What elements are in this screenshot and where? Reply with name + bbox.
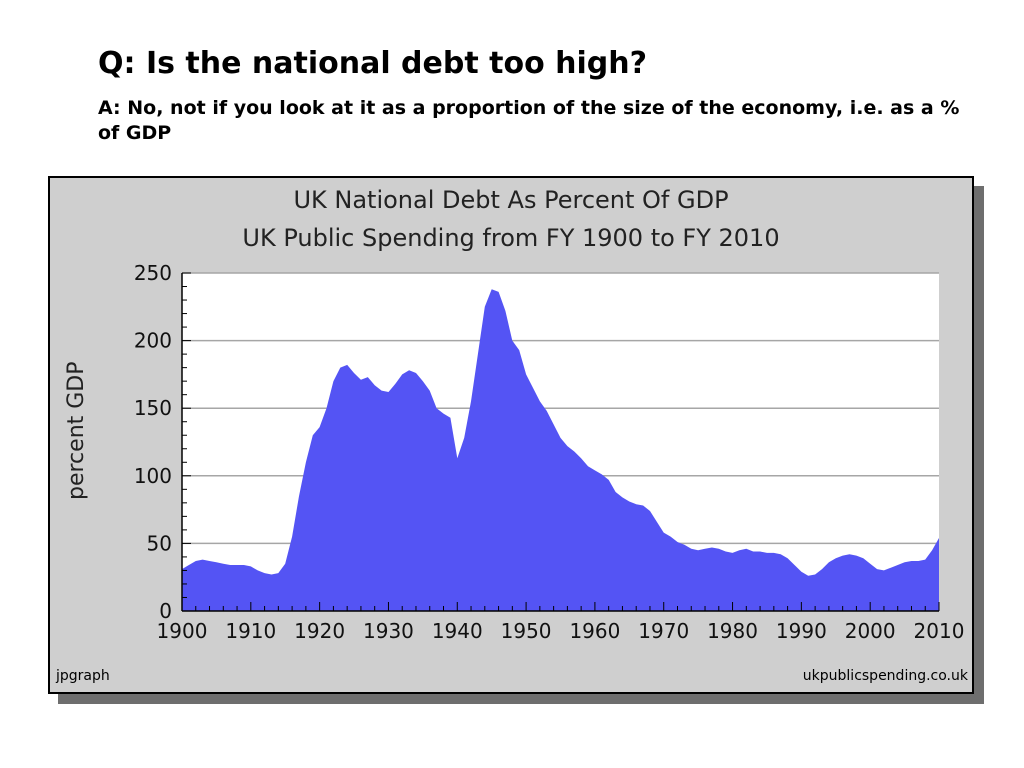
chart-frame: UK National Debt As Percent Of GDP UK Pu… [48, 176, 974, 694]
y-tick-label: 150 [134, 396, 172, 420]
x-tick-label: 1900 [157, 619, 208, 643]
chart-svg: 0 50 100 150 200 250 1900 1910 1920 1930 1940 1950 1… [134, 261, 965, 643]
area-series [182, 289, 939, 611]
x-tick-label: 2010 [914, 619, 965, 643]
x-tick-label: 1950 [501, 619, 552, 643]
y-tick-label: 100 [134, 464, 172, 488]
slide-question: Q: Is the national debt too high? [98, 46, 648, 81]
x-tick-label: 1910 [225, 619, 276, 643]
x-tick-label: 1960 [569, 619, 620, 643]
x-tick-label: 1970 [638, 619, 689, 643]
chart-title: UK National Debt As Percent Of GDP [293, 186, 729, 214]
x-tick-label: 1920 [294, 619, 345, 643]
x-tick-label: 1990 [776, 619, 827, 643]
y-tick-label: 200 [134, 329, 172, 353]
x-tick-label: 1980 [707, 619, 758, 643]
y-tick-label: 250 [134, 261, 172, 285]
y-tick-label: 0 [159, 599, 172, 623]
footer-credit-right: ukpublicspending.co.uk [802, 668, 968, 684]
slide-answer: A: No, not if you look at it as a propor… [98, 97, 960, 144]
y-tick-label: 50 [147, 531, 172, 555]
footer-credit-left: jpgraph [56, 668, 110, 684]
x-tick-label: 1940 [432, 619, 483, 643]
x-tick-label: 2000 [845, 619, 896, 643]
chart-subtitle: UK Public Spending from FY 1900 to FY 20… [242, 224, 780, 252]
x-tick-label: 1930 [363, 619, 414, 643]
